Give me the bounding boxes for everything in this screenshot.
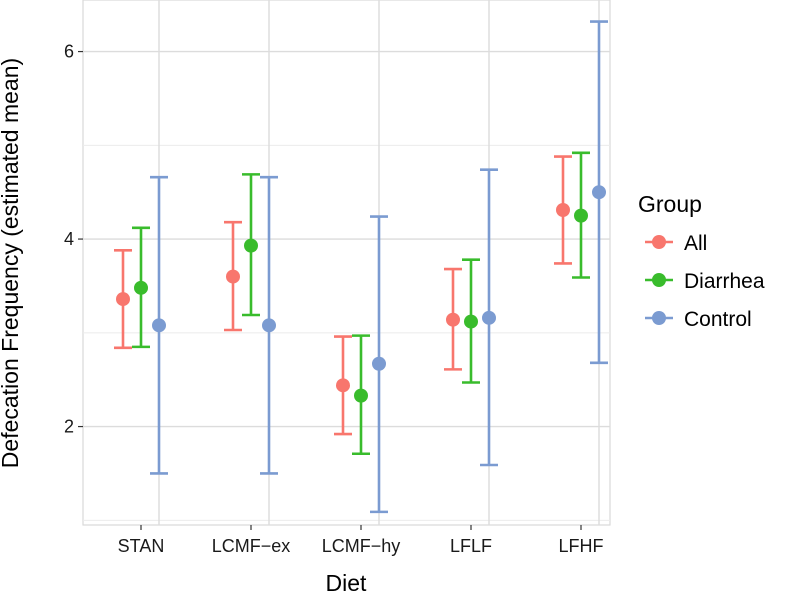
x-tick-label: STAN xyxy=(118,536,165,556)
point-all xyxy=(226,269,240,284)
legend-label-all: All xyxy=(684,232,707,255)
y-axis-title: Defecation Frequency (estimated mean) xyxy=(0,58,23,468)
point-diarrhea xyxy=(354,388,368,403)
point-all xyxy=(446,312,460,327)
y-tick-label: 2 xyxy=(64,417,74,437)
legend-key-point xyxy=(652,273,666,287)
point-control xyxy=(592,185,606,200)
x-tick-label: LCMF−ex xyxy=(212,536,291,556)
point-control xyxy=(152,318,166,333)
point-control xyxy=(482,310,496,325)
y-tick-label: 4 xyxy=(64,229,74,249)
axes: 2 4 6 STAN LCMF−ex LCMF−hy LFLF LFHF xyxy=(64,42,604,556)
point-diarrhea xyxy=(464,314,478,329)
minor-gridlines xyxy=(83,144,610,521)
point-diarrhea xyxy=(244,238,258,253)
x-axis-title: Diet xyxy=(326,570,368,596)
x-tick-label: LFHF xyxy=(559,536,604,556)
legend: Group All Diarrhea Control xyxy=(638,191,765,331)
legend-key-point xyxy=(652,235,666,249)
x-tick-label: LCMF−hy xyxy=(322,536,401,556)
point-control xyxy=(372,356,386,371)
legend-title: Group xyxy=(638,191,702,217)
legend-key-point xyxy=(652,311,666,325)
point-diarrhea xyxy=(134,280,148,295)
data-marks xyxy=(114,20,608,514)
x-tick-label: LFLF xyxy=(450,536,492,556)
point-control xyxy=(262,318,276,333)
point-diarrhea xyxy=(574,208,588,223)
point-all xyxy=(116,292,130,307)
point-all xyxy=(556,203,570,217)
legend-label-diarrhea: Diarrhea xyxy=(684,270,765,293)
y-tick-label: 6 xyxy=(64,42,74,62)
plot-panel xyxy=(82,0,611,526)
legend-label-control: Control xyxy=(684,308,752,331)
point-all xyxy=(336,378,350,393)
